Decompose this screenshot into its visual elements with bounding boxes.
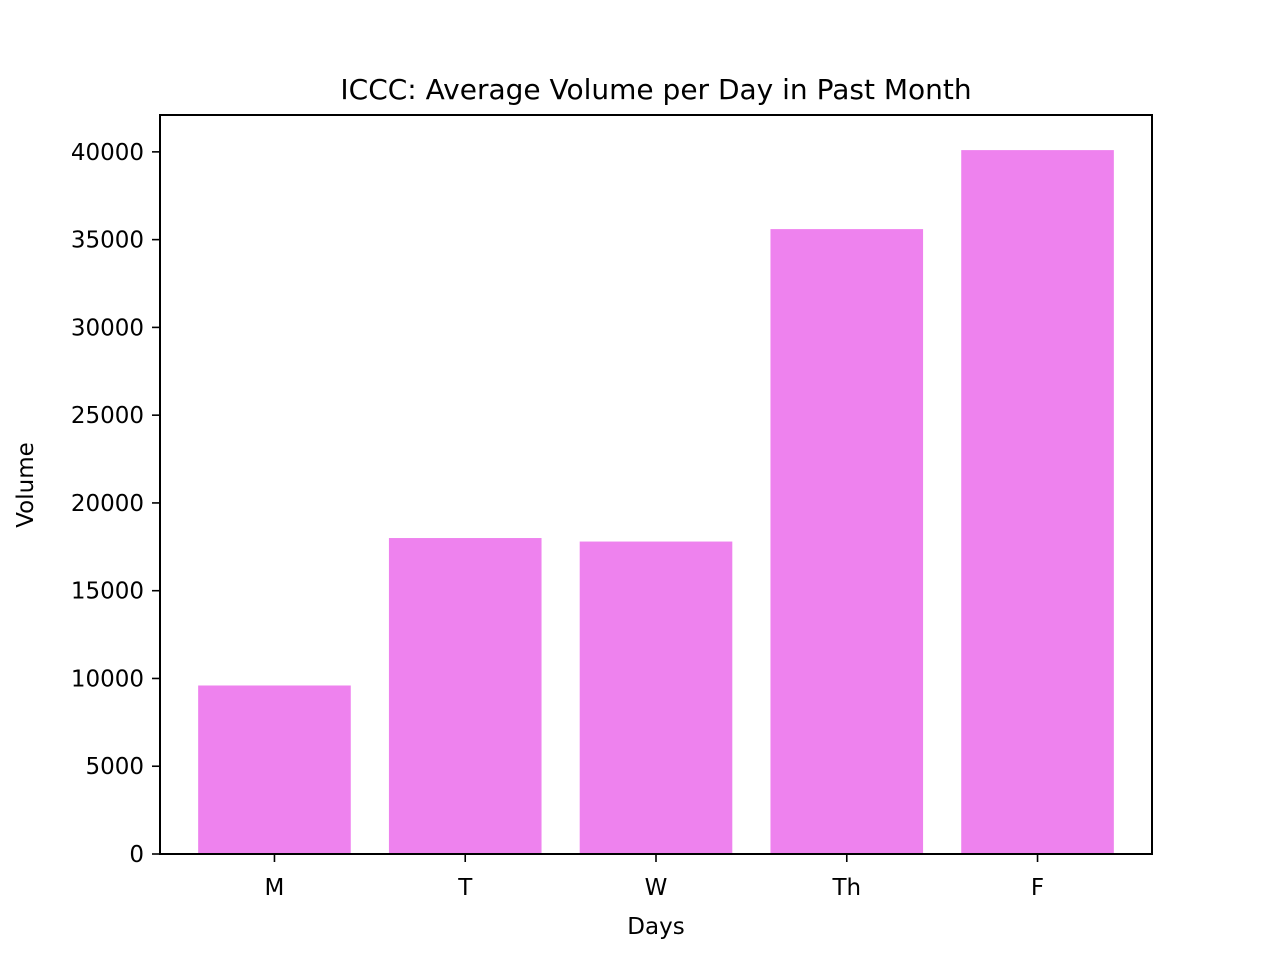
x-tick-label: F bbox=[1031, 875, 1044, 901]
y-axis-ticks: 0 5000 10000 15000 20000 25000 30000 35000 40000 bbox=[71, 140, 160, 868]
x-tick-label: Th bbox=[831, 875, 861, 901]
plot-frame bbox=[159, 114, 1153, 855]
y-tick-label: 0 bbox=[129, 842, 144, 868]
y-tick-label: 10000 bbox=[71, 666, 144, 692]
x-axis-ticks: M T W Th F bbox=[265, 854, 1044, 901]
x-tick-label: W bbox=[645, 875, 668, 901]
bars-layer bbox=[198, 150, 1114, 855]
y-tick-label: 40000 bbox=[71, 140, 144, 166]
y-axis-label: Volume bbox=[13, 442, 39, 528]
x-tick-label: T bbox=[457, 875, 473, 901]
y-tick-label: 35000 bbox=[71, 228, 144, 254]
y-tick-label: 20000 bbox=[71, 491, 144, 517]
x-axis-label: Days bbox=[627, 914, 684, 940]
y-tick-label: 15000 bbox=[71, 579, 144, 605]
bar-t bbox=[388, 538, 542, 854]
x-tick-label: M bbox=[265, 875, 285, 901]
y-tick-label: 5000 bbox=[85, 754, 144, 780]
chart-title: ICCC: Average Volume per Day in Past Mon… bbox=[340, 73, 971, 106]
bar-f bbox=[961, 150, 1114, 855]
y-tick-label: 30000 bbox=[71, 315, 144, 341]
bar-m bbox=[198, 685, 351, 854]
bar-th bbox=[770, 229, 924, 854]
bar-w bbox=[579, 541, 733, 854]
y-tick-label: 25000 bbox=[71, 403, 144, 429]
